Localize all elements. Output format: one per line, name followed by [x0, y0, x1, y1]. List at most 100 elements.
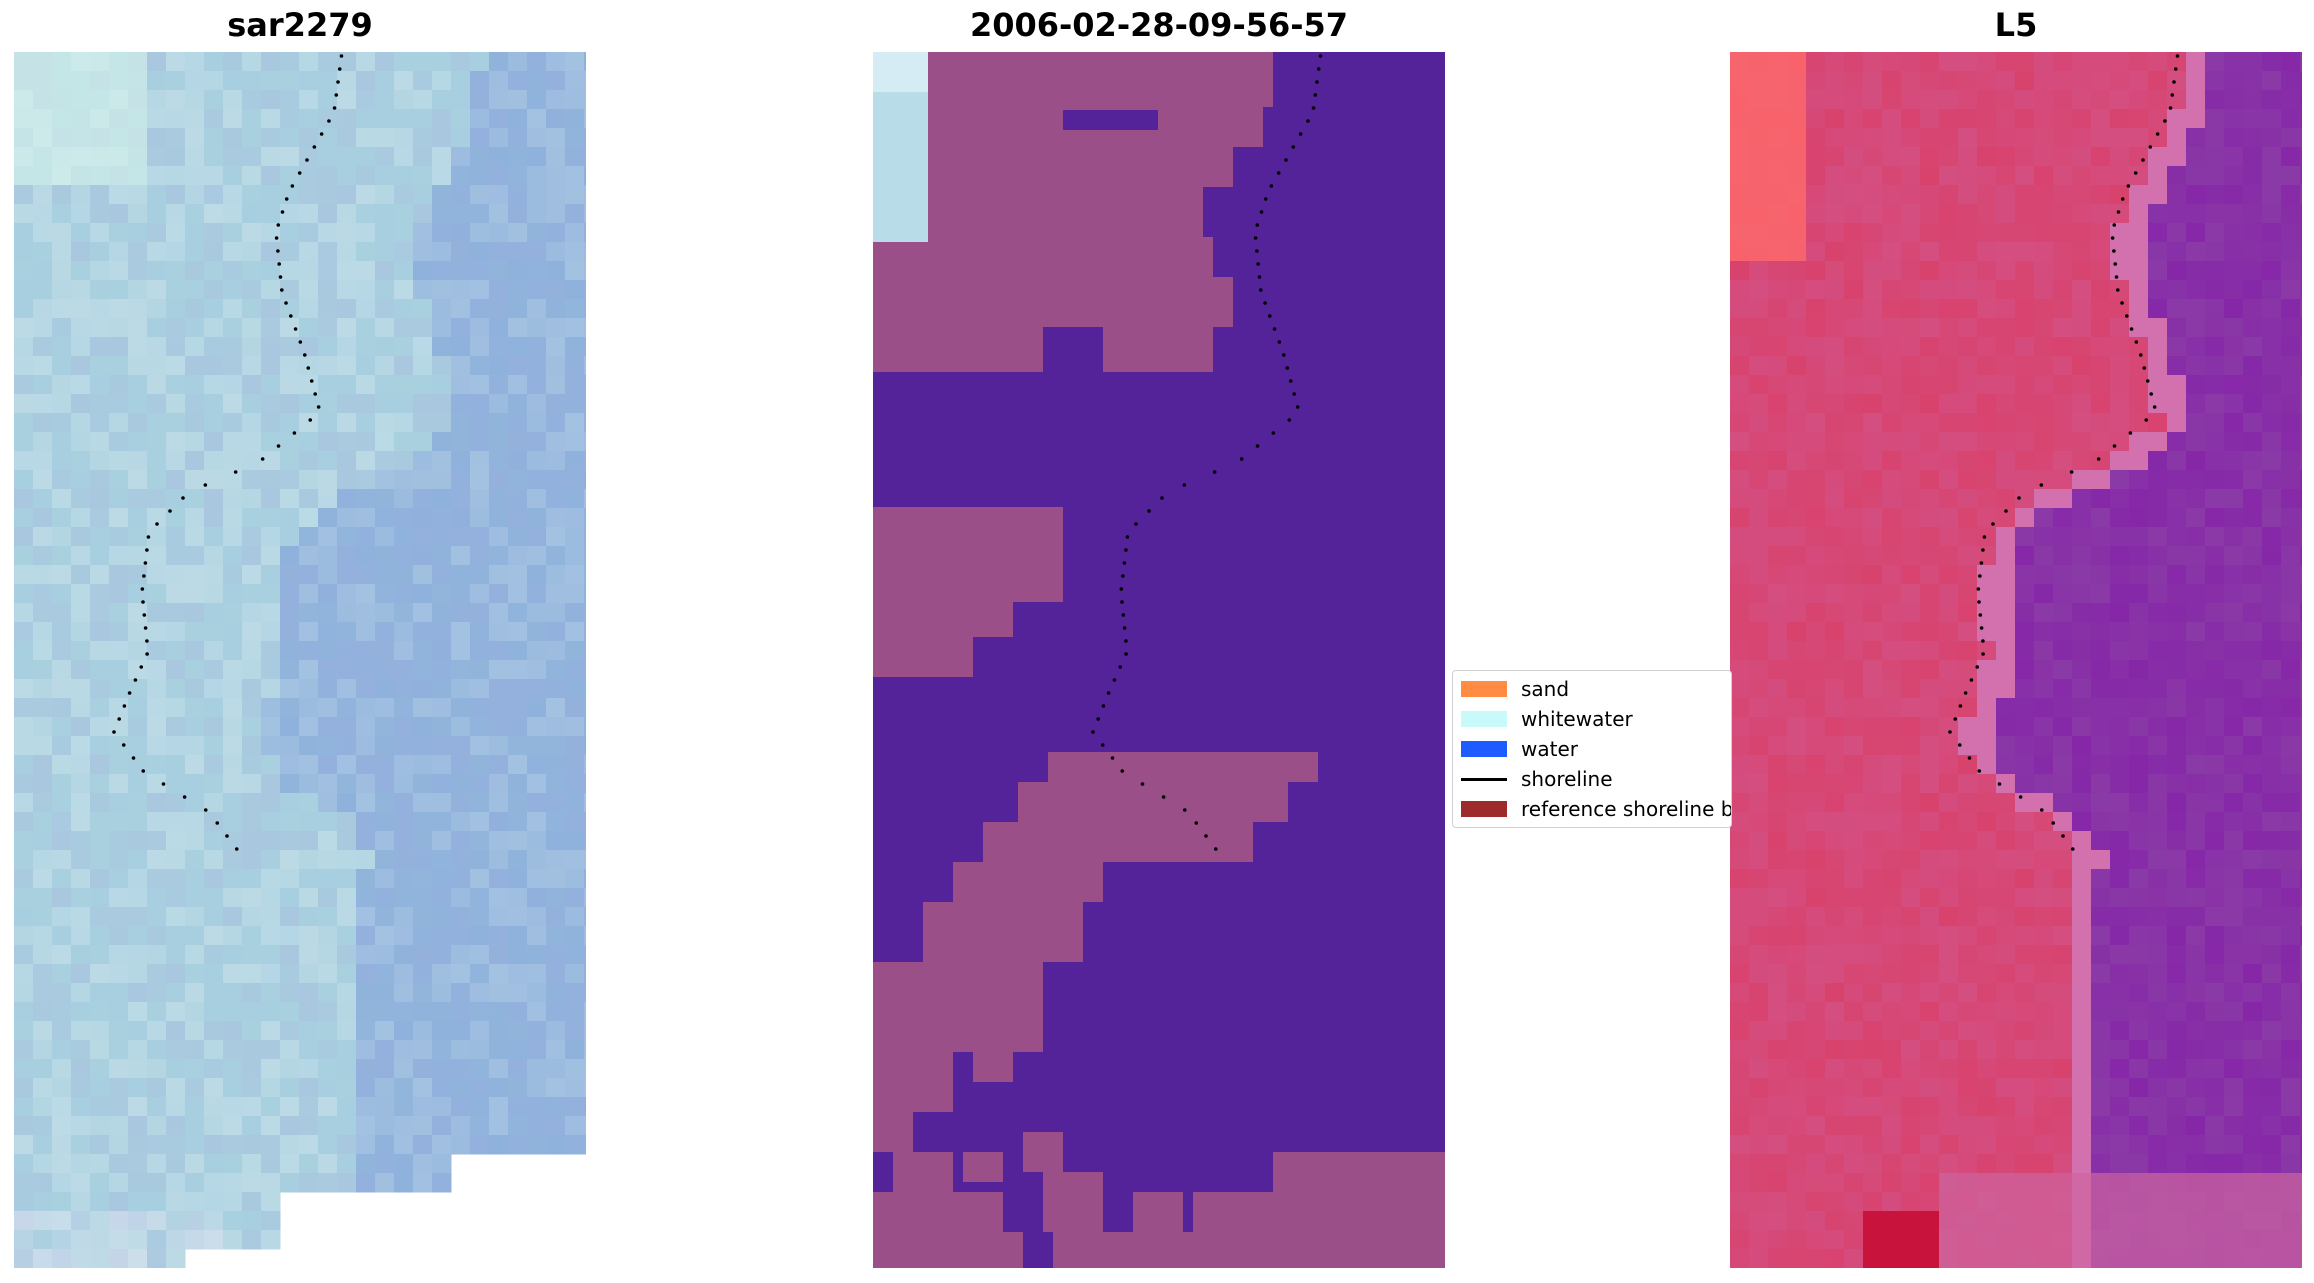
pixel — [1996, 907, 2016, 927]
pixel — [2148, 1230, 2168, 1250]
pixel — [2281, 242, 2301, 262]
pixel — [546, 147, 566, 167]
pixel — [337, 299, 357, 319]
pixel — [261, 261, 281, 281]
pixel — [242, 774, 262, 794]
pixel — [375, 888, 395, 908]
pixel — [2110, 394, 2130, 414]
pixel — [1882, 470, 1902, 490]
pixel — [527, 907, 547, 927]
pixel — [90, 451, 110, 471]
pixel — [1806, 983, 1826, 1003]
pixel — [2072, 641, 2092, 661]
shoreline-point — [1948, 730, 1952, 734]
pixel — [2129, 413, 2149, 433]
pixel — [356, 128, 376, 148]
pixel — [2015, 679, 2035, 699]
pixel — [2224, 1135, 2244, 1155]
pixel — [14, 261, 34, 281]
pixel — [2034, 565, 2054, 585]
pixel — [280, 679, 300, 699]
pixel — [546, 508, 566, 528]
pixel — [128, 451, 148, 471]
pixel — [90, 1116, 110, 1136]
pixel — [1939, 1059, 1959, 1079]
pixel — [2300, 1097, 2302, 1117]
pixel — [337, 394, 357, 414]
pixel — [2205, 527, 2225, 547]
shoreline-point — [2148, 145, 2153, 149]
pixel — [1977, 869, 1997, 889]
pixel — [2186, 413, 2206, 433]
pixel — [52, 52, 72, 72]
pixel — [90, 299, 110, 319]
pixel — [1901, 850, 1921, 870]
pixel — [147, 679, 167, 699]
pixel — [356, 451, 376, 471]
shoreline-point — [182, 795, 187, 799]
pixel — [2262, 1021, 2282, 1041]
pixel — [1939, 52, 1959, 72]
pixel — [2300, 1002, 2302, 1022]
pixel — [2072, 185, 2092, 205]
pixel — [109, 90, 129, 110]
pixel — [2167, 1211, 2187, 1231]
pixel — [470, 1021, 490, 1041]
pixel — [1977, 603, 1997, 623]
pixel — [508, 90, 528, 110]
pixel — [128, 261, 148, 281]
pixel — [432, 869, 452, 889]
pixel — [527, 546, 547, 566]
pixel — [2072, 451, 2092, 471]
pixel — [356, 926, 376, 946]
pixel — [1977, 717, 1997, 737]
pixel — [280, 337, 300, 357]
pixel — [90, 945, 110, 965]
pixel — [1863, 90, 1883, 110]
pixel — [2015, 299, 2035, 319]
pixel — [1863, 1173, 1883, 1193]
pixel — [2072, 1154, 2092, 1174]
pixel — [318, 869, 338, 889]
pixel — [14, 1059, 34, 1079]
shoreline-point — [1120, 769, 1125, 773]
pixel — [527, 964, 547, 984]
pixel — [2015, 1211, 2035, 1231]
pixel — [2053, 223, 2073, 243]
pixel — [1825, 698, 1845, 718]
shoreline-point — [2120, 197, 2125, 201]
pixel — [90, 223, 110, 243]
pixel — [318, 850, 338, 870]
pixel — [546, 223, 566, 243]
pixel — [128, 1211, 148, 1231]
pixel — [394, 850, 414, 870]
pixel — [90, 660, 110, 680]
pixel — [508, 755, 528, 775]
pixel — [584, 242, 586, 262]
pixel — [147, 337, 167, 357]
pixel — [2224, 337, 2244, 357]
shoreline-point — [284, 301, 288, 305]
pixel — [33, 508, 53, 528]
pixel — [71, 755, 91, 775]
pixel — [1844, 318, 1864, 338]
pixel — [14, 793, 34, 813]
pixel — [71, 318, 91, 338]
pixel — [546, 1097, 566, 1117]
pixel — [71, 1021, 91, 1041]
pixel — [2262, 318, 2282, 338]
pixel — [1749, 888, 1769, 908]
pixel — [2224, 850, 2244, 870]
sand-region — [873, 1012, 1043, 1052]
pixel — [33, 1154, 53, 1174]
pixel — [1730, 717, 1750, 737]
pixel — [451, 1078, 471, 1098]
pixel — [432, 242, 452, 262]
pixel — [147, 90, 167, 110]
pixel — [2167, 774, 2187, 794]
pixel — [1749, 1211, 1769, 1231]
pixel — [299, 565, 319, 585]
shoreline-point — [316, 405, 321, 409]
pixel — [261, 147, 281, 167]
pixel — [2186, 945, 2206, 965]
